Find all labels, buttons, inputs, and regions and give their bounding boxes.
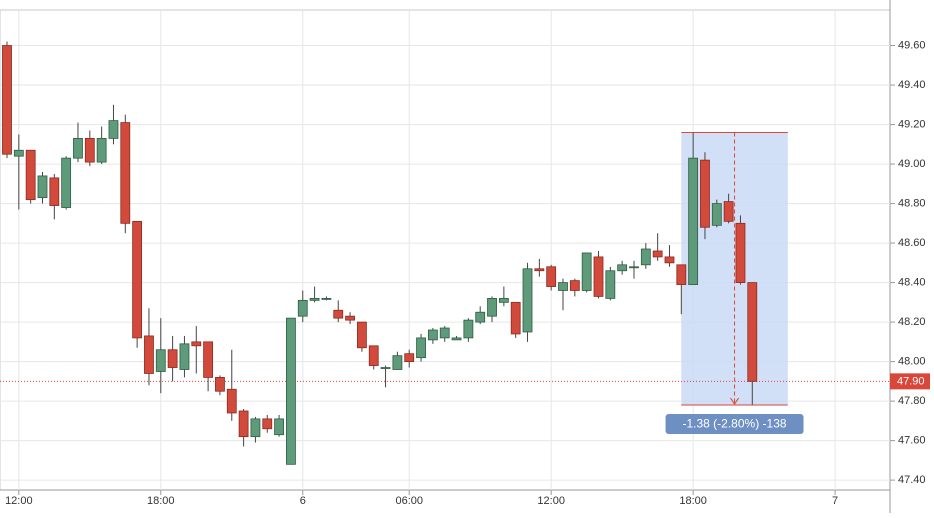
candle-body: [309, 297, 320, 301]
measure-arrowhead: [730, 397, 739, 405]
candle-body: [61, 157, 72, 208]
candle-body: [427, 329, 438, 341]
candle-body: [546, 266, 557, 287]
x-tick-label: 06:00: [395, 495, 423, 507]
candle-body: [203, 341, 214, 378]
candle-body: [167, 349, 178, 368]
y-tick-label: 48.20: [898, 316, 926, 328]
candle-body: [534, 268, 545, 272]
candle-body: [2, 45, 12, 155]
candle-body: [487, 297, 497, 317]
candle-body: [297, 299, 308, 317]
candle-body: [345, 315, 355, 321]
x-tick-label: 12:00: [5, 495, 33, 507]
candle-body: [676, 264, 687, 285]
candle-body: [321, 297, 332, 300]
last-price-tag: [890, 373, 930, 390]
candle-body: [380, 367, 391, 369]
y-tick-label: 48.60: [898, 237, 926, 249]
candle-body: [404, 353, 415, 363]
candle-body: [629, 266, 639, 269]
x-tick-label: 12:00: [537, 495, 565, 507]
candle-body: [286, 317, 296, 465]
candle-body: [463, 319, 474, 339]
y-tick-label: 49.40: [898, 79, 926, 91]
y-tick-label: 48.00: [898, 356, 926, 368]
candle-body: [84, 137, 95, 163]
candle-body: [368, 345, 379, 366]
candle-body: [226, 388, 237, 414]
last-price-label: 47.90: [897, 375, 925, 387]
x-tick-label: 18:00: [679, 495, 707, 507]
candle-body: [652, 250, 663, 258]
candle-body: [262, 418, 273, 430]
candle-body: [144, 335, 154, 374]
candle-body: [392, 355, 403, 370]
candle-body: [700, 159, 710, 228]
candle-body: [498, 297, 509, 303]
candle-body: [711, 203, 722, 226]
candle-body: [132, 220, 143, 339]
candle-body: [723, 201, 734, 222]
candle-body: [664, 256, 675, 264]
candle-body: [356, 321, 367, 349]
candle-body: [120, 122, 131, 224]
candle-body: [569, 280, 580, 291]
candle-body: [250, 418, 261, 438]
candle-body: [475, 311, 486, 323]
candle-body: [439, 327, 450, 339]
candle-body: [581, 252, 592, 291]
candle-body: [96, 137, 107, 163]
candle-body: [179, 343, 190, 370]
y-tick-label: 48.40: [898, 276, 926, 288]
candle-body: [191, 341, 202, 347]
y-tick-label: 49.00: [898, 158, 926, 170]
candle-body: [522, 268, 533, 333]
candle-body: [451, 337, 462, 341]
y-tick-label: 49.20: [898, 118, 926, 130]
x-tick-label: 7: [832, 495, 838, 507]
measure-label-box: [665, 414, 804, 435]
candle-body: [108, 120, 119, 139]
candle-body: [605, 270, 616, 299]
y-tick-label: 47.60: [898, 435, 926, 447]
y-tick-label: 48.80: [898, 197, 926, 209]
candle-body: [558, 282, 568, 291]
y-tick-label: 49.60: [898, 39, 926, 51]
candle-body: [735, 222, 746, 283]
candle-body: [593, 256, 604, 297]
candle-body: [617, 264, 628, 272]
candle-body: [510, 301, 521, 335]
candle-body: [37, 175, 48, 199]
candle-body: [416, 337, 426, 359]
candle-body: [215, 377, 225, 392]
measure-label: -1.38 (-2.80%) -138: [683, 417, 787, 431]
candle-body: [333, 309, 344, 319]
candle-body: [274, 418, 284, 436]
candle-body: [155, 349, 166, 372]
candle-body: [640, 248, 651, 266]
y-tick-label: 47.80: [898, 395, 926, 407]
y-tick-label: 47.40: [898, 474, 926, 486]
candle-body: [238, 410, 249, 438]
candle-body: [13, 149, 24, 157]
candle-body: [688, 157, 699, 285]
x-tick-label: 6: [300, 495, 306, 507]
candle-body: [25, 149, 36, 201]
x-tick-label: 18:00: [147, 495, 175, 507]
candle-body: [747, 282, 758, 382]
candle-body: [49, 177, 60, 206]
candle-body: [73, 137, 83, 159]
